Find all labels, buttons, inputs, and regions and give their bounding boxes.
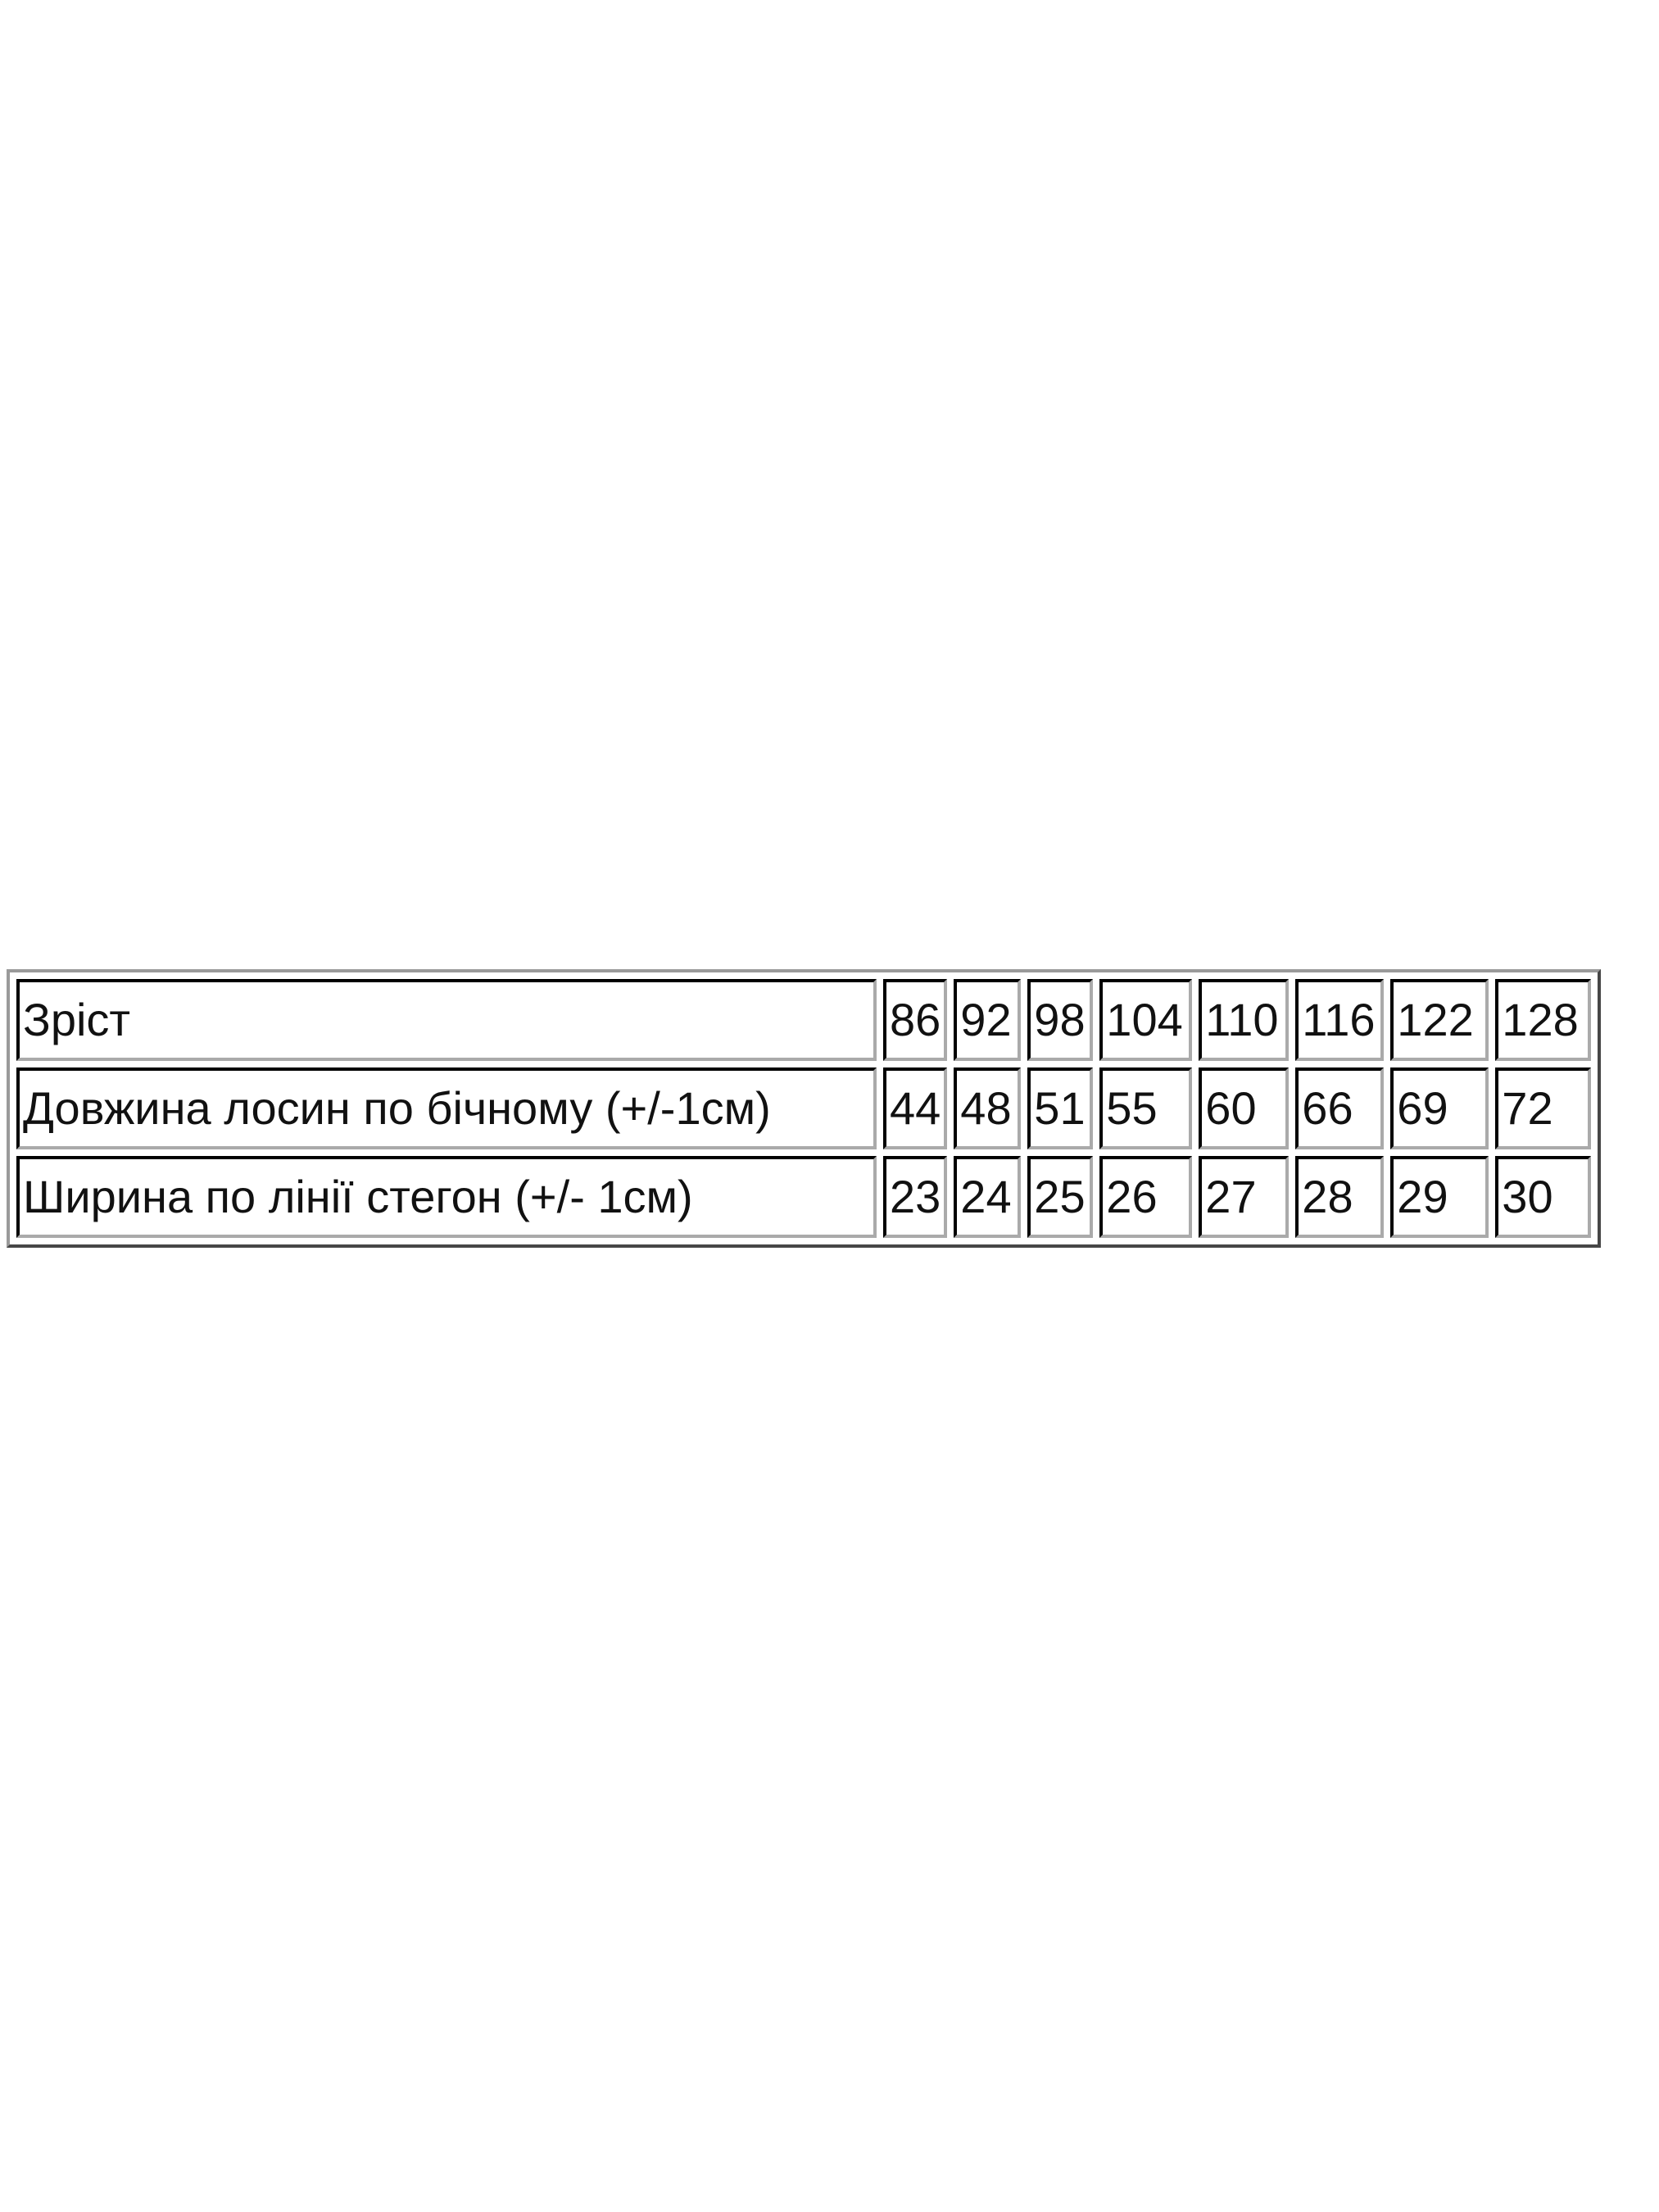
- table-cell: 30: [1495, 1156, 1592, 1238]
- table-cell: 72: [1495, 1067, 1592, 1149]
- table-row-row-leggings-length: Довжина лосин по бічному (+/-1см) 44 48 51 5…: [16, 1067, 1592, 1149]
- table-cell: 116: [1295, 979, 1385, 1061]
- table-cell: 48: [954, 1067, 1022, 1149]
- table-row-row-hip-width: Ширина по лінії стегон (+/- 1см) 23 24 25 26…: [16, 1156, 1592, 1238]
- table-cell: 92: [954, 979, 1022, 1061]
- table-cell: 27: [1199, 1156, 1290, 1238]
- size-chart-table: Зріст 86 92 98 104 110 116 122 128 Довжина лосин …: [7, 969, 1602, 1248]
- table-cell: 29: [1390, 1156, 1489, 1238]
- table-cell: 23: [883, 1156, 948, 1238]
- table-cell: 122: [1390, 979, 1489, 1061]
- table-cell: 44: [883, 1067, 948, 1149]
- table-cell: 60: [1199, 1067, 1290, 1149]
- table-cell: 51: [1027, 1067, 1094, 1149]
- table-cell: 128: [1495, 979, 1592, 1061]
- table-cell: 110: [1199, 979, 1290, 1061]
- row-label: Ширина по лінії стегон (+/- 1см): [16, 1156, 877, 1238]
- table-cell: 69: [1390, 1067, 1489, 1149]
- row-label: Зріст: [16, 979, 877, 1061]
- table-cell: 86: [883, 979, 948, 1061]
- table-cell: 55: [1099, 1067, 1193, 1149]
- table-cell: 25: [1027, 1156, 1094, 1238]
- row-label: Довжина лосин по бічному (+/-1см): [16, 1067, 877, 1149]
- table-cell: 28: [1295, 1156, 1385, 1238]
- table-row-row-height: Зріст 86 92 98 104 110 116 122 128: [16, 979, 1592, 1061]
- table-cell: 24: [954, 1156, 1022, 1238]
- table-cell: 98: [1027, 979, 1094, 1061]
- table-cell: 104: [1099, 979, 1193, 1061]
- table-cell: 66: [1295, 1067, 1385, 1149]
- table-cell: 26: [1099, 1156, 1193, 1238]
